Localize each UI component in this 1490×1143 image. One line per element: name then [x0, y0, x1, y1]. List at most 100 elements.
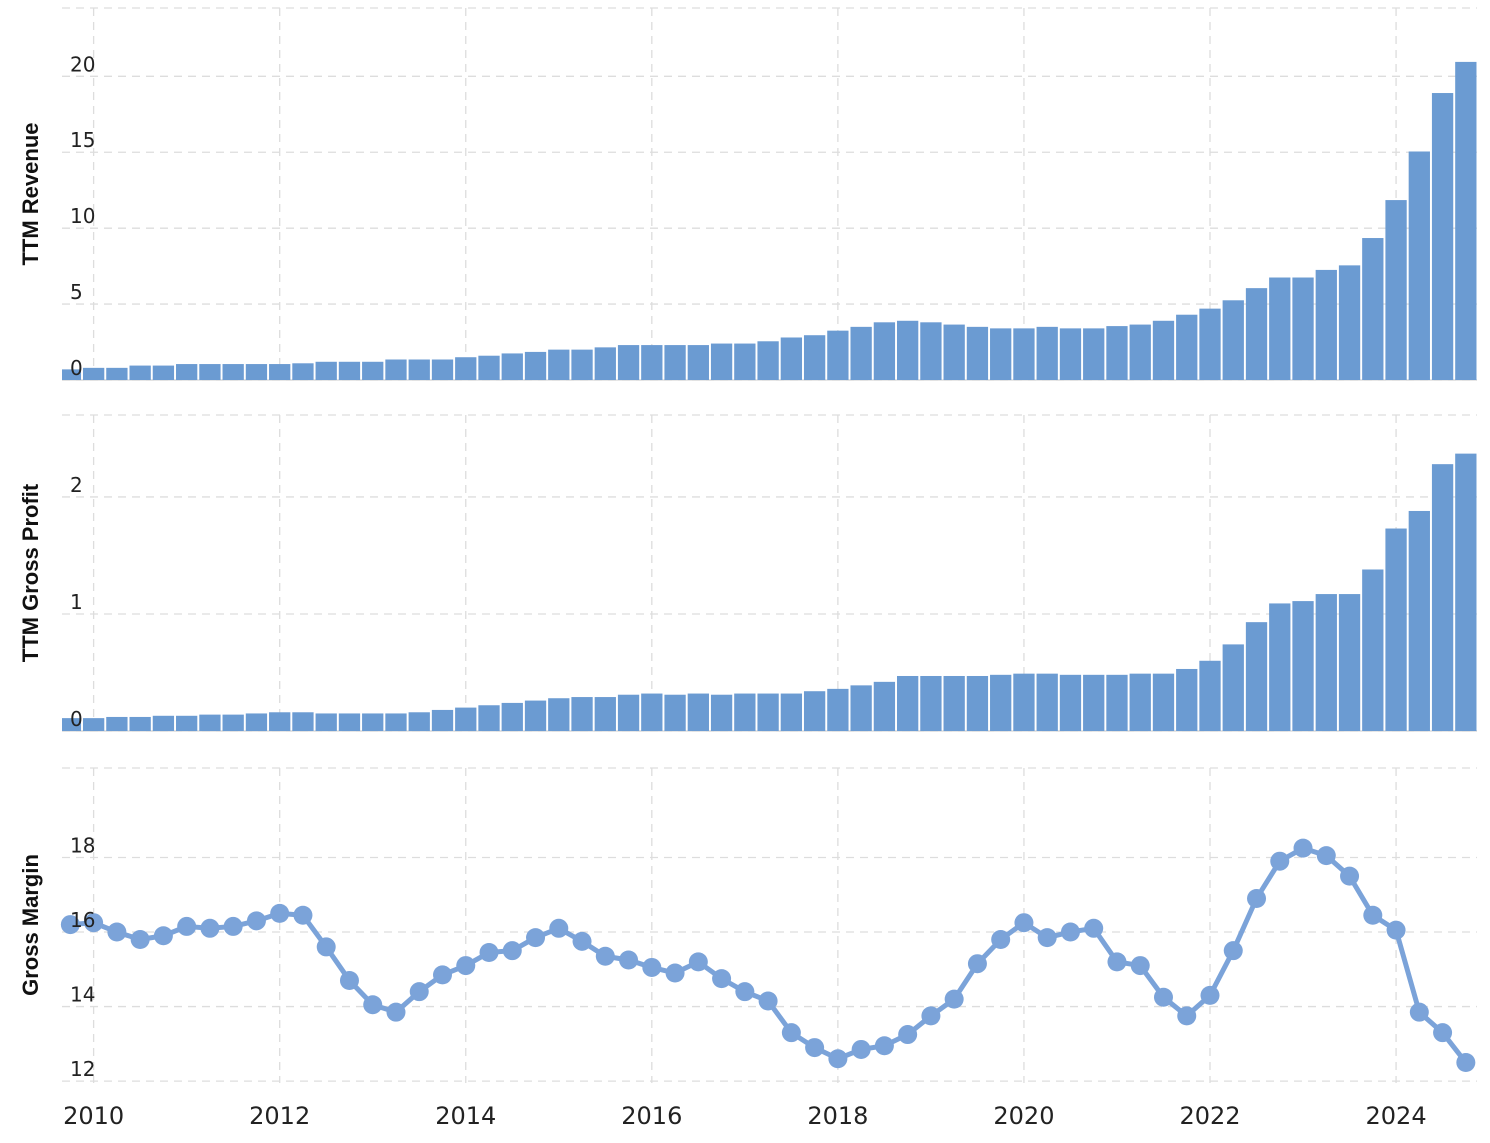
point-19 — [502, 941, 522, 961]
point-35 — [874, 1036, 894, 1056]
bar-0-43 — [1059, 328, 1082, 380]
point-60 — [1456, 1052, 1476, 1072]
bar-0-46 — [1129, 324, 1151, 380]
bar-1-26 — [664, 694, 686, 731]
bar-1-30 — [757, 693, 779, 731]
bar-0-22 — [571, 349, 593, 380]
bar-1-49 — [1199, 660, 1221, 731]
bar-0-47 — [1152, 320, 1175, 380]
bar-0-15 — [408, 359, 430, 380]
x-tick-label-2022: 2022 — [1179, 1102, 1240, 1130]
point-10 — [293, 905, 313, 925]
bar-0-17 — [455, 357, 477, 380]
bar-0-60 — [1455, 61, 1477, 381]
x-tick-label-2014: 2014 — [435, 1102, 496, 1130]
point-38 — [944, 989, 964, 1009]
bar-0-59 — [1431, 93, 1454, 381]
bar-1-46 — [1129, 673, 1151, 731]
bar-0-3 — [129, 365, 151, 380]
point-50 — [1223, 941, 1243, 961]
bar-0-39 — [966, 326, 989, 380]
bar-1-1 — [82, 718, 105, 731]
point-32 — [805, 1038, 825, 1058]
bar-1-7 — [222, 714, 244, 731]
point-44 — [1084, 918, 1104, 938]
bar-1-35 — [873, 681, 896, 731]
bar-1-57 — [1385, 528, 1407, 731]
bar-0-54 — [1315, 269, 1337, 380]
bar-0-6 — [199, 364, 221, 380]
bar-1-24 — [617, 694, 640, 731]
y-tick-label: 20 — [70, 52, 95, 76]
point-52 — [1270, 851, 1290, 871]
bar-0-8 — [245, 364, 268, 380]
bar-1-51 — [1245, 622, 1268, 731]
bar-0-41 — [1013, 328, 1035, 380]
point-12 — [339, 970, 359, 990]
bar-1-3 — [129, 716, 151, 731]
bar-1-34 — [850, 685, 872, 731]
y-tick-label: 1 — [70, 590, 83, 614]
y-tick-label: 2 — [70, 473, 83, 497]
bar-1-9 — [269, 712, 291, 731]
bar-1-56 — [1362, 569, 1384, 731]
point-3 — [130, 929, 150, 949]
bar-1-53 — [1292, 601, 1314, 731]
bar-1-12 — [338, 713, 361, 731]
bar-1-58 — [1408, 510, 1430, 731]
point-22 — [572, 931, 592, 951]
bar-1-25 — [641, 693, 663, 731]
x-tick-label-2010: 2010 — [63, 1102, 124, 1130]
bar-0-23 — [594, 347, 616, 380]
point-51 — [1247, 888, 1267, 908]
bar-0-0 — [62, 369, 82, 380]
bar-1-22 — [571, 697, 593, 731]
bar-1-33 — [827, 688, 849, 731]
bar-0-14 — [385, 359, 407, 380]
y-tick-label: 14 — [70, 983, 95, 1007]
bar-0-58 — [1408, 151, 1430, 380]
bar-1-40 — [990, 674, 1012, 731]
bar-1-18 — [478, 705, 500, 731]
grid-layer — [62, 7, 1477, 1083]
bar-0-57 — [1385, 200, 1407, 380]
point-1 — [84, 913, 104, 933]
point-15 — [409, 982, 429, 1002]
bar-1-4 — [152, 715, 175, 731]
bar-1-54 — [1315, 594, 1337, 731]
bar-0-2 — [106, 367, 128, 380]
point-40 — [991, 929, 1011, 949]
bar-1-39 — [966, 675, 989, 731]
bar-0-26 — [664, 345, 686, 380]
bar-1-27 — [687, 693, 709, 731]
bar-1-13 — [362, 713, 384, 731]
point-42 — [1037, 928, 1057, 948]
point-4 — [153, 926, 173, 946]
bar-0-1 — [82, 367, 105, 380]
bar-0-51 — [1245, 288, 1268, 380]
point-17 — [456, 956, 476, 976]
bar-1-32 — [803, 691, 826, 731]
bar-0-9 — [269, 364, 291, 380]
y-tick-label: 0 — [70, 707, 83, 731]
bar-1-10 — [292, 712, 314, 731]
point-5 — [177, 916, 197, 936]
bar-1-42 — [1036, 673, 1058, 731]
point-59 — [1433, 1023, 1453, 1043]
bar-0-42 — [1036, 326, 1058, 380]
y-tick-label: 15 — [70, 128, 95, 152]
y-axis-title: TTM Gross Profit — [18, 483, 43, 662]
bar-0-33 — [827, 330, 849, 380]
bar-1-36 — [897, 675, 919, 731]
point-13 — [363, 995, 383, 1015]
point-11 — [316, 937, 336, 957]
y-axis-title: TTM Revenue — [18, 122, 43, 265]
bar-0-49 — [1199, 308, 1221, 380]
y-axis-title: Gross Margin — [18, 854, 43, 996]
y-tick-label: 16 — [70, 908, 95, 932]
bar-1-16 — [431, 709, 454, 731]
bar-1-48 — [1176, 668, 1198, 731]
point-33 — [828, 1049, 848, 1069]
